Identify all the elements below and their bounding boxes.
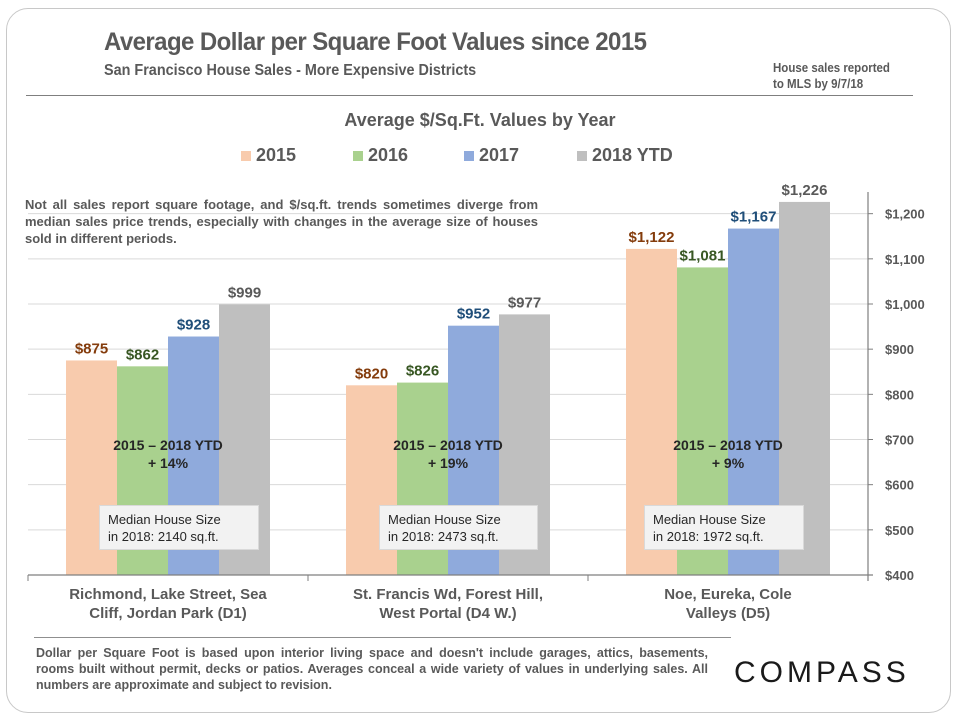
data-label: $820 [355,365,388,382]
category-label-line: Richmond, Lake Street, Sea [69,586,267,603]
category-label-d5: Noe, Eureka, Cole Valleys (D5) [588,585,868,623]
header-divider [26,95,913,96]
data-date-note: House sales reported to MLS by 9/7/18 [773,60,890,92]
y-tick-label: $400 [885,568,914,583]
growth-percent: + 14% [147,455,189,471]
growth-annotation-d4w: 2015 – 2018 YTD + 19% [346,436,550,472]
legend-swatch-2017 [464,150,474,161]
legend-label-2016: 2016 [368,145,409,165]
legend-label-2018-ytd: 2018 YTD [592,145,673,165]
data-date-note-line2: to MLS by 9/7/18 [773,77,864,91]
median-size-box-d4w: Median House Size in 2018: 2473 sq.ft. [379,505,538,550]
y-tick-label: $800 [885,387,914,402]
data-label: $875 [75,340,108,357]
slide-card [6,8,951,713]
median-size-box-d1: Median House Size in 2018: 2140 sq.ft. [99,505,259,550]
legend-swatch-2015 [241,150,251,161]
category-label-d1: Richmond, Lake Street, Sea Cliff, Jordan… [28,585,308,623]
legend-item-2018-ytd: 2018 YTD [577,145,673,166]
y-tick-label: $1,200 [885,207,925,222]
category-label-line: Cliff, Jordan Park (D1) [89,605,247,622]
growth-percent: + 9% [711,455,745,471]
y-tick-label: $700 [885,433,914,448]
legend-item-2017: 2017 [464,145,519,166]
legend-swatch-2018-ytd [577,150,587,161]
median-size-label: Median House Size [653,512,766,527]
footer-disclaimer: Dollar per Square Foot is based upon int… [36,646,708,692]
caveat-note: Not all sales report square footage, and… [25,197,538,246]
y-tick-label: $1,100 [885,252,925,267]
growth-period: 2015 – 2018 YTD [673,437,783,453]
y-tick-label: $500 [885,523,914,538]
median-size-value: in 2018: 2140 sq.ft. [108,529,219,544]
legend-label-2015: 2015 [256,145,297,165]
category-label-line: St. Francis Wd, Forest Hill, [352,586,544,603]
median-size-label: Median House Size [108,512,221,527]
growth-period: 2015 – 2018 YTD [113,437,223,453]
data-label: $862 [126,346,159,363]
growth-period: 2015 – 2018 YTD [393,437,503,453]
y-tick-label: $900 [885,342,914,357]
legend-item-2015: 2015 [241,145,296,166]
category-label-line: West Portal (D4 W.) [379,605,517,622]
chart-legend: 2015 2016 2017 2018 YTD [0,145,960,167]
page-title: Average Dollar per Square Foot Values si… [104,28,647,56]
compass-logo: COMPASS [734,656,910,689]
legend-label-2017: 2017 [479,145,520,165]
data-label: $977 [508,294,541,311]
growth-annotation-d5: 2015 – 2018 YTD + 9% [626,436,830,472]
data-label: $999 [228,284,261,301]
median-size-label: Median House Size [388,512,501,527]
data-label: $1,122 [629,229,675,246]
y-tick-label: $600 [885,478,914,493]
chart-title: Average $/Sq.Ft. Values by Year [344,110,616,130]
category-label-line: Valleys (D5) [685,605,771,622]
growth-percent: + 19% [427,455,469,471]
category-label-line: Noe, Eureka, Cole [664,586,792,603]
data-label: $928 [177,317,210,334]
median-size-box-d5: Median House Size in 2018: 1972 sq.ft. [644,505,804,550]
median-size-value: in 2018: 2473 sq.ft. [388,529,499,544]
legend-item-2016: 2016 [353,145,408,166]
footer-divider [34,637,731,638]
median-size-value: in 2018: 1972 sq.ft. [653,529,764,544]
data-label: $1,226 [782,182,828,199]
y-tick-label: $1,000 [885,297,925,312]
data-date-note-line1: House sales reported [773,61,890,75]
data-label: $952 [457,306,490,323]
growth-annotation-d1: 2015 – 2018 YTD + 14% [66,436,270,472]
data-label: $1,167 [731,209,777,226]
category-label-d4w: St. Francis Wd, Forest Hill, West Portal… [308,585,588,623]
page-subtitle: San Francisco House Sales - More Expensi… [104,62,477,79]
data-label: $826 [406,363,439,380]
legend-swatch-2016 [353,150,363,161]
data-label: $1,081 [680,247,726,264]
